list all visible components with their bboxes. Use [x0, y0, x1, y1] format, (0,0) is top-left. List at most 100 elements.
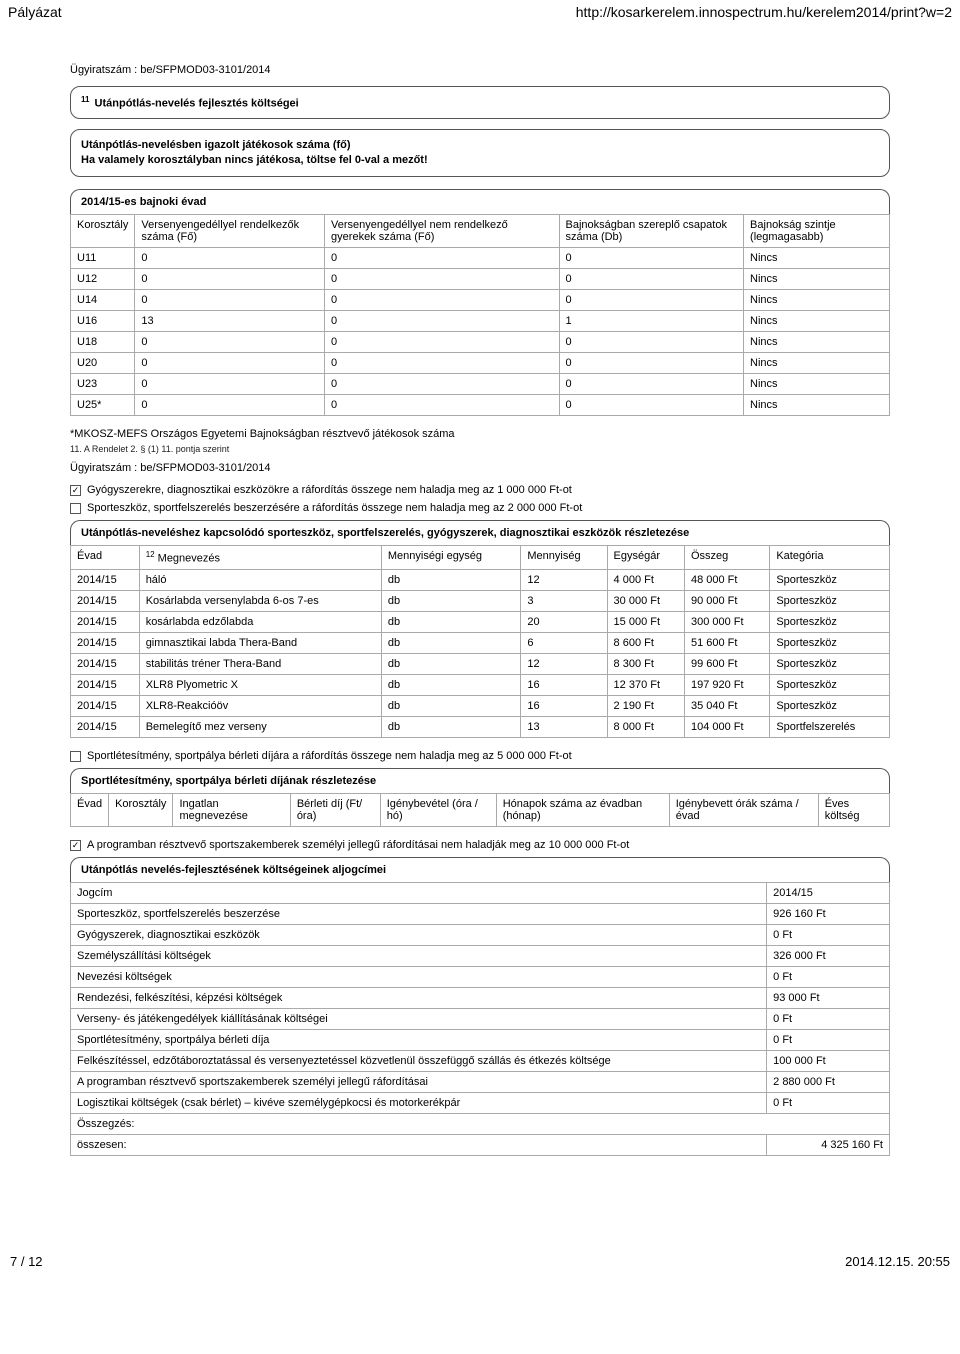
- table-row: 2014/15gimnasztikai labda Thera-Banddb68…: [71, 633, 890, 654]
- table-header: Éves költség: [818, 794, 889, 827]
- table-cell: Nincs: [744, 374, 890, 395]
- cost-categories-table: Jogcím 2014/15 Sporteszköz, sportfelszer…: [70, 882, 890, 1156]
- table-row: Verseny- és játékengedélyek kiállításána…: [71, 1009, 890, 1030]
- table-cell: 2014/15: [71, 675, 140, 696]
- table-cell: 0: [135, 353, 325, 374]
- table-cell: 2 190 Ft: [607, 696, 684, 717]
- table-header: Korosztály: [71, 215, 135, 248]
- table-cell: 2014/15: [71, 696, 140, 717]
- table-cell: 300 000 Ft: [684, 612, 769, 633]
- table-cell: 0: [325, 290, 559, 311]
- table-cell: 15 000 Ft: [607, 612, 684, 633]
- table-cell: U16: [71, 311, 135, 332]
- table-cell: Sporteszköz, sportfelszerelés beszerzése: [71, 904, 767, 925]
- table-cell: U20: [71, 353, 135, 374]
- table-cell: 0: [559, 290, 744, 311]
- table-header: Bajnokságban szereplő csapatok száma (Db…: [559, 215, 744, 248]
- case-number: Ügyiratszám : be/SFPMOD03-3101/2014: [70, 64, 890, 76]
- table-cell: 2014/15: [71, 633, 140, 654]
- table-cell: 104 000 Ft: [684, 717, 769, 738]
- table-cell: 0: [325, 353, 559, 374]
- checkbox-icon: ✓: [70, 485, 81, 496]
- table-cell: Gyógyszerek, diagnosztikai eszközök: [71, 925, 767, 946]
- table-row: U25*000Nincs: [71, 395, 890, 416]
- info-line2: Ha valamely korosztályban nincs játékosa…: [81, 153, 879, 168]
- table-row: U12000Nincs: [71, 269, 890, 290]
- table-cell: 35 040 Ft: [684, 696, 769, 717]
- check2: Sporteszköz, sportfelszerelés beszerzésé…: [87, 502, 582, 514]
- table-cell: db: [381, 633, 521, 654]
- checkbox-icon: [70, 503, 81, 514]
- table-cell: 0: [559, 353, 744, 374]
- table-cell: db: [381, 675, 521, 696]
- table-cell: 8 000 Ft: [607, 717, 684, 738]
- table-cell: 0: [325, 332, 559, 353]
- table-cell: Bemelegítő mez verseny: [139, 717, 381, 738]
- table-row: Nevezési költségek0 Ft: [71, 967, 890, 988]
- table-row: 2014/15XLR8 Plyometric Xdb1612 370 Ft197…: [71, 675, 890, 696]
- table-cell: U25*: [71, 395, 135, 416]
- table-cell: 8 300 Ft: [607, 654, 684, 675]
- table-cell: 51 600 Ft: [684, 633, 769, 654]
- table-cell: 0 Ft: [767, 1030, 890, 1051]
- table-cell: 16: [521, 675, 607, 696]
- table-row: 2014/15Kosárlabda versenylabda 6-os 7-es…: [71, 591, 890, 612]
- table-row: 2014/15XLR8-Reakcióövdb162 190 Ft35 040 …: [71, 696, 890, 717]
- table-header: Ingatlan megnevezése: [173, 794, 290, 827]
- table-cell: 16: [521, 696, 607, 717]
- table-cell: 326 000 Ft: [767, 946, 890, 967]
- table-cell: Nincs: [744, 353, 890, 374]
- table-cell: 13: [135, 311, 325, 332]
- table-cell: 0: [559, 269, 744, 290]
- table-header: Bajnokság szintje (legmagasabb): [744, 215, 890, 248]
- table-cell: U18: [71, 332, 135, 353]
- table-row: Rendezési, felkészítési, képzési költség…: [71, 988, 890, 1009]
- table-row: Személyszállítási költségek326 000 Ft: [71, 946, 890, 967]
- table-cell: stabilitás tréner Thera-Band: [139, 654, 381, 675]
- table-row: Logisztikai költségek (csak bérlet) – ki…: [71, 1093, 890, 1114]
- table-cell: Sporteszköz: [770, 633, 890, 654]
- t4-head-right: 2014/15: [767, 883, 890, 904]
- table-cell: 0: [135, 248, 325, 269]
- table-cell: 0: [325, 374, 559, 395]
- table-cell: 0 Ft: [767, 967, 890, 988]
- footnote-mkosz: *MKOSZ-MEFS Országos Egyetemi Bajnokságb…: [70, 428, 890, 440]
- table-row: U18000Nincs: [71, 332, 890, 353]
- table-cell: Nincs: [744, 269, 890, 290]
- table-row: 2014/15kosárlabda edzőlabdadb2015 000 Ft…: [71, 612, 890, 633]
- table-header: Igénybevétel (óra / hó): [380, 794, 496, 827]
- table-cell: 0: [135, 290, 325, 311]
- table-cell: 48 000 Ft: [684, 570, 769, 591]
- table-cell: 0: [325, 395, 559, 416]
- table-cell: gimnasztikai labda Thera-Band: [139, 633, 381, 654]
- table-cell: 926 160 Ft: [767, 904, 890, 925]
- table-cell: 12 370 Ft: [607, 675, 684, 696]
- table-row: Felkészítéssel, edzőtáboroztatással és v…: [71, 1051, 890, 1072]
- case-number-2: Ügyiratszám : be/SFPMOD03-3101/2014: [70, 462, 890, 474]
- table-row: U14000Nincs: [71, 290, 890, 311]
- table-cell: 2014/15: [71, 717, 140, 738]
- table-cell: 2 880 000 Ft: [767, 1072, 890, 1093]
- table-cell: Sporteszköz: [770, 696, 890, 717]
- table-cell: Sporteszköz: [770, 612, 890, 633]
- table-cell: 12: [521, 654, 607, 675]
- table-cell: 0: [325, 311, 559, 332]
- table-cell: 20: [521, 612, 607, 633]
- table-cell: Nincs: [744, 248, 890, 269]
- table-header: Összeg: [684, 546, 769, 570]
- table-cell: 1: [559, 311, 744, 332]
- table-cell: U12: [71, 269, 135, 290]
- table-header: Igénybevett órák száma / évad: [669, 794, 818, 827]
- app-title-left: Pályázat: [8, 4, 62, 20]
- table-header: Kategória: [770, 546, 890, 570]
- title-box: 11 Utánpótlás-nevelés fejlesztés költség…: [70, 86, 890, 119]
- table-cell: Nincs: [744, 332, 890, 353]
- table-row: 2014/15stabilitás tréner Thera-Banddb128…: [71, 654, 890, 675]
- table-row: Gyógyszerek, diagnosztikai eszközök0 Ft: [71, 925, 890, 946]
- table-row: U11000Nincs: [71, 248, 890, 269]
- table-cell: 100 000 Ft: [767, 1051, 890, 1072]
- check4: A programban résztvevő sportszakemberek …: [87, 839, 629, 851]
- age-group-table: KorosztályVersenyengedéllyel rendelkezők…: [70, 214, 890, 416]
- season-header: 2014/15-es bajnoki évad: [70, 189, 890, 214]
- table-row: U20000Nincs: [71, 353, 890, 374]
